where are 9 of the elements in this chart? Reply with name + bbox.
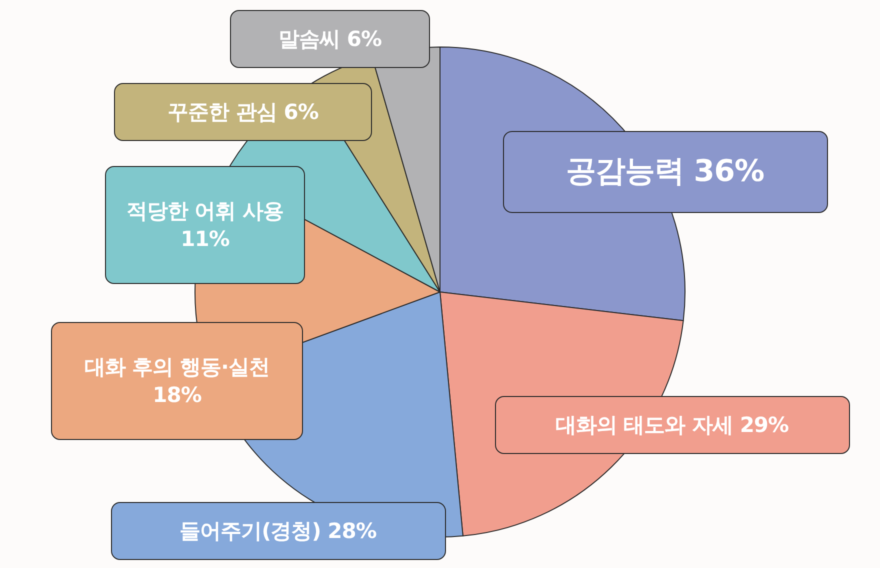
slice-label: 대화 후의 행동·실천 <box>84 354 270 379</box>
data-label: 18% <box>152 383 202 407</box>
slice-label: 말솜씨 6% <box>230 10 430 68</box>
slice-label: 적당한 어휘 사용 <box>126 198 284 223</box>
slice-label: 들어주기(경청) 28% <box>110 502 446 560</box>
slice-label: 공감능력 36% <box>502 131 828 213</box>
slice-label: 대화의 태도와 자세 29% <box>494 396 850 454</box>
slice-label: 꾸준한 관심 6% <box>114 83 372 141</box>
data-label: 11% <box>180 227 230 251</box>
